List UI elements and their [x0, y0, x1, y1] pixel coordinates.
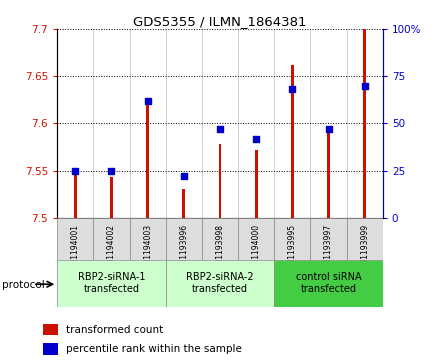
Point: [216, 126, 224, 132]
Bar: [238, 218, 274, 260]
Bar: [363, 29, 366, 218]
Bar: [110, 177, 113, 218]
Bar: [274, 218, 311, 260]
Text: RBP2-siRNA-1
transfected: RBP2-siRNA-1 transfected: [78, 272, 145, 294]
Bar: [202, 218, 238, 260]
Text: GSM1193998: GSM1193998: [216, 224, 224, 275]
Bar: [166, 260, 274, 307]
Point: [180, 174, 187, 179]
Text: transformed count: transformed count: [66, 325, 163, 335]
Bar: [347, 218, 383, 260]
Bar: [327, 128, 330, 218]
Text: GSM1194000: GSM1194000: [252, 224, 260, 275]
Text: protocol: protocol: [2, 280, 45, 290]
Point: [108, 168, 115, 174]
Bar: [57, 260, 166, 307]
Text: GSM1193995: GSM1193995: [288, 224, 297, 275]
Text: GSM1194002: GSM1194002: [107, 224, 116, 275]
Text: GSM1194001: GSM1194001: [71, 224, 80, 275]
Bar: [166, 218, 202, 260]
Text: GSM1193999: GSM1193999: [360, 224, 369, 275]
Title: GDS5355 / ILMN_1864381: GDS5355 / ILMN_1864381: [133, 15, 307, 28]
Bar: [311, 218, 347, 260]
Bar: [43, 324, 59, 335]
Bar: [129, 218, 166, 260]
Bar: [74, 172, 77, 218]
Text: GSM1193996: GSM1193996: [180, 224, 188, 275]
Text: control siRNA
transfected: control siRNA transfected: [296, 272, 361, 294]
Point: [361, 83, 368, 89]
Point: [253, 136, 260, 142]
Text: percentile rank within the sample: percentile rank within the sample: [66, 344, 242, 354]
Point: [289, 86, 296, 92]
Point: [144, 98, 151, 104]
Bar: [274, 260, 383, 307]
Bar: [219, 144, 221, 218]
Text: RBP2-siRNA-2
transfected: RBP2-siRNA-2 transfected: [186, 272, 254, 294]
Text: GSM1194003: GSM1194003: [143, 224, 152, 275]
Bar: [255, 150, 258, 218]
Bar: [182, 189, 185, 218]
Point: [325, 126, 332, 132]
Text: GSM1193997: GSM1193997: [324, 224, 333, 275]
Bar: [57, 218, 93, 260]
Bar: [146, 103, 149, 218]
Bar: [291, 65, 294, 218]
Bar: [43, 343, 59, 355]
Point: [72, 168, 79, 174]
Bar: [93, 218, 129, 260]
